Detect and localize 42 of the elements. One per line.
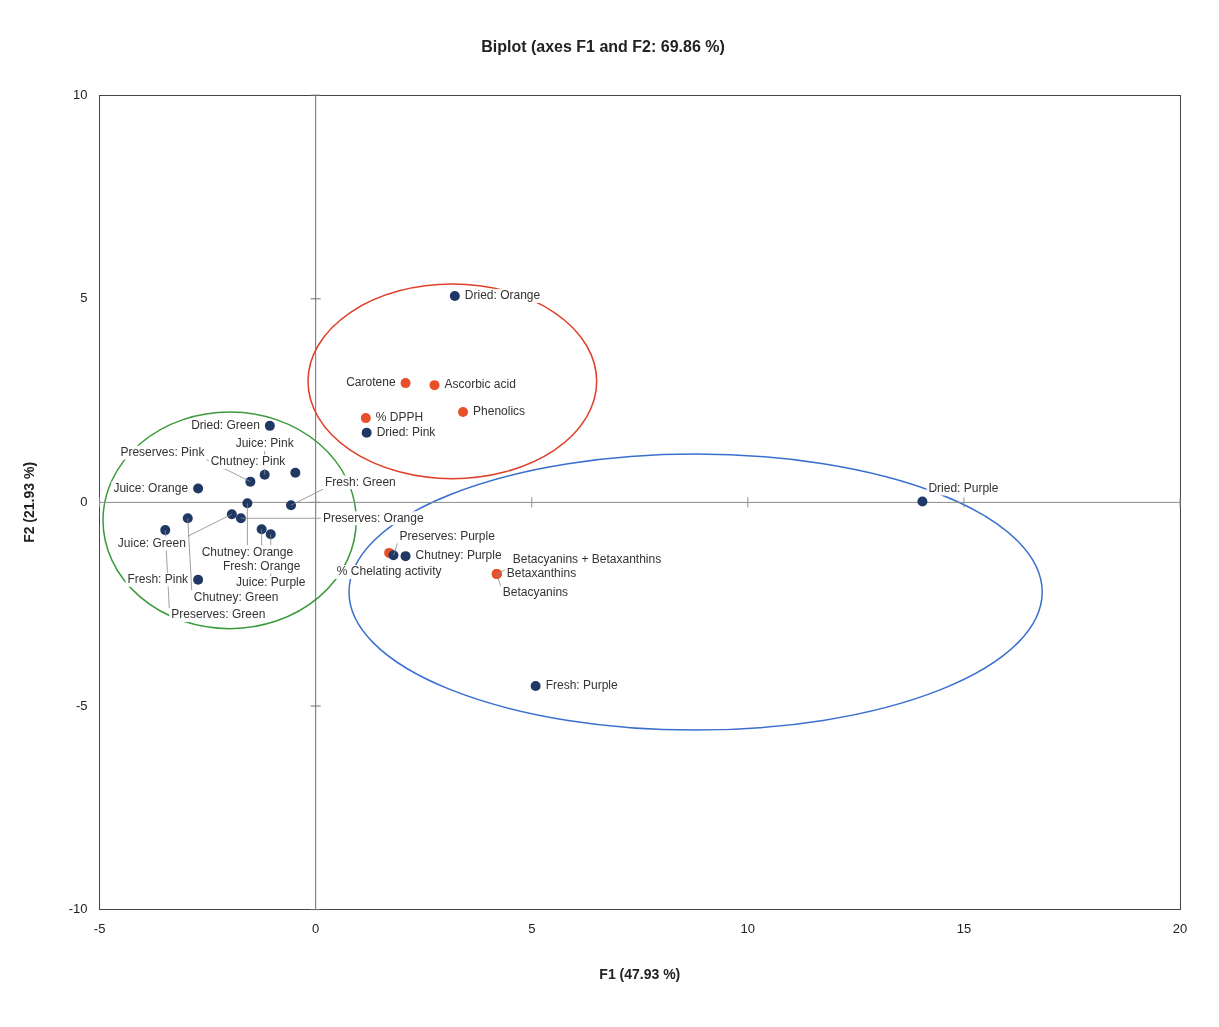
annotation: % Chelating activity bbox=[336, 564, 442, 579]
annotation: Dried: Purple bbox=[928, 480, 999, 495]
annotation: Dried: Orange bbox=[464, 288, 541, 303]
annotation: Dried: Green bbox=[191, 418, 260, 433]
chart-title: Biplot (axes F1 and F2: 69.86 %) bbox=[481, 38, 725, 56]
annotation: Betacyanins bbox=[502, 585, 569, 600]
annotation: Dried: Pink bbox=[376, 425, 437, 440]
annotation: Chutney: Pink bbox=[210, 453, 287, 468]
y-tick-label: 0 bbox=[80, 493, 88, 509]
x-tick-label: 10 bbox=[740, 920, 756, 936]
annotation: Fresh: Green bbox=[325, 474, 396, 489]
y-axis-title: F2 (21.93 %) bbox=[21, 461, 38, 543]
annotation: Betaxanthins bbox=[506, 566, 577, 581]
annotation: Preserves: Orange bbox=[322, 510, 424, 525]
x-tick-label: -5 bbox=[93, 920, 106, 936]
annotation: Preserves: Purple bbox=[399, 528, 496, 543]
y-tick-label: -5 bbox=[76, 697, 88, 713]
x-tick-label: 15 bbox=[956, 920, 972, 936]
annotation: % DPPH bbox=[375, 410, 424, 425]
x-axis-title: F1 (47.93 %) bbox=[599, 966, 681, 983]
y-tick-label: 5 bbox=[80, 290, 88, 306]
x-tick-label: 0 bbox=[312, 920, 320, 936]
annotation: Chutney: Orange bbox=[201, 544, 294, 559]
annotation: Phenolics bbox=[473, 404, 526, 419]
annotation: Ascorbic acid bbox=[444, 377, 516, 392]
x-tick-label: 5 bbox=[528, 920, 536, 936]
y-tick-label: -10 bbox=[68, 901, 88, 917]
annotation: Juice: Green bbox=[117, 535, 186, 550]
annotation: Chutney: Green bbox=[193, 589, 279, 604]
annotation: Carotene bbox=[346, 375, 396, 390]
x-tick-label: 20 bbox=[1172, 920, 1188, 936]
annotation: Juice: Orange bbox=[113, 480, 189, 495]
annotation: Fresh: Purple bbox=[545, 678, 618, 693]
annotation: Preserves: Pink bbox=[120, 444, 206, 459]
y-tick-label: 10 bbox=[73, 86, 88, 102]
annotation: Juice: Pink bbox=[235, 436, 295, 451]
annotation: Fresh: Orange bbox=[222, 558, 301, 573]
annotation: Chutney: Purple bbox=[415, 548, 502, 563]
annotation: Preserves: Green bbox=[171, 607, 266, 622]
annotation: Betacyanins + Betaxanthins bbox=[512, 552, 662, 567]
annotation: Fresh: Pink bbox=[127, 572, 190, 587]
annotation: Juice: Purple bbox=[236, 575, 306, 590]
